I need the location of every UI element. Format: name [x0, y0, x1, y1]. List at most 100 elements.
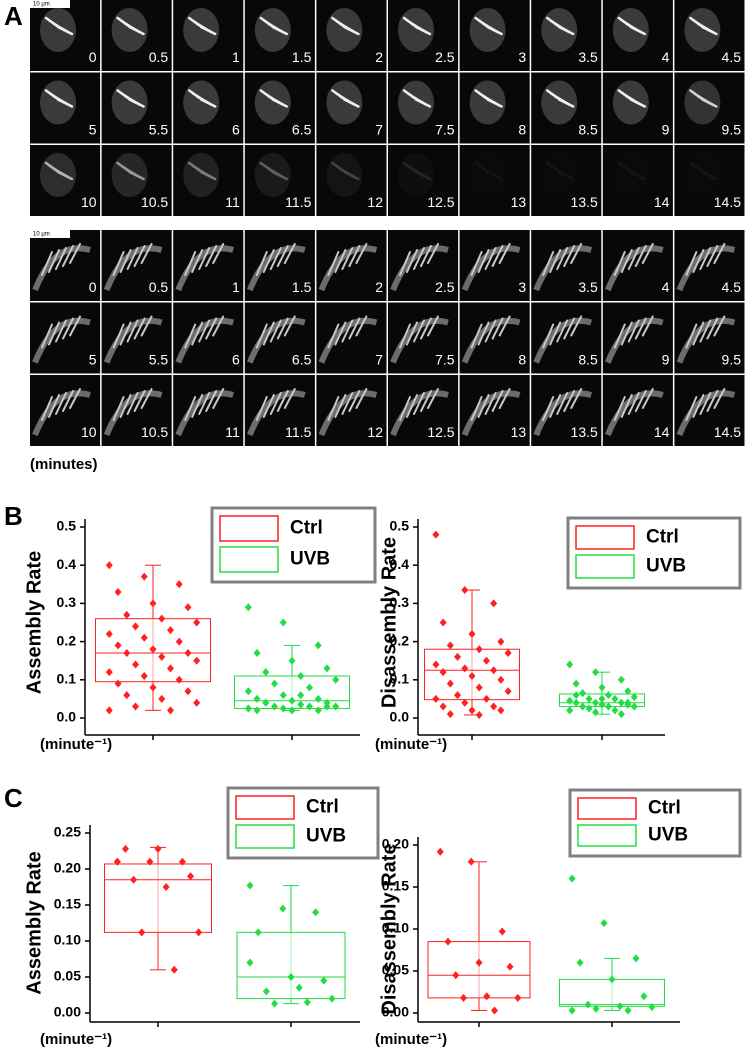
cell-edge [461, 245, 521, 292]
data-point [604, 691, 612, 700]
data-point [253, 694, 261, 703]
adhesion [126, 319, 139, 343]
data-point [244, 704, 252, 713]
cell-body [326, 8, 363, 52]
cell-edge [676, 245, 736, 292]
adhesion [701, 170, 718, 181]
data-point [149, 599, 157, 608]
adhesion [556, 319, 569, 343]
adhesion [212, 388, 225, 409]
adhesion [335, 164, 352, 177]
cell-image [605, 243, 664, 292]
adhesion [406, 164, 424, 177]
adhesion [713, 388, 726, 409]
adhesion [491, 317, 504, 340]
cell-body [40, 153, 76, 197]
y-axis-label: Disassembly Rate [378, 843, 400, 1014]
cell-edge [318, 245, 378, 292]
data-point [253, 649, 261, 658]
adhesion [269, 319, 282, 343]
data-point [461, 698, 469, 707]
image-tile [30, 302, 101, 374]
time-label: 2.5 [435, 49, 455, 65]
data-point [630, 692, 638, 701]
cell-edge [676, 317, 736, 364]
data-point [279, 704, 287, 713]
cell-image [469, 8, 506, 52]
cell-image [612, 80, 649, 125]
adhesion [69, 388, 81, 409]
y-tick-label: 0.0 [57, 709, 77, 725]
data-point [130, 875, 138, 884]
time-label: 7.5 [435, 122, 455, 138]
data-point [504, 649, 512, 658]
adhesion [692, 394, 705, 418]
adhesion [355, 388, 368, 409]
data-point [121, 844, 129, 853]
cell-edge [390, 317, 449, 364]
cell-image [40, 153, 76, 197]
time-label: 10.5 [141, 194, 168, 210]
cell-edge [318, 317, 378, 364]
y-tick-label: 0.20 [382, 836, 409, 852]
data-point [105, 706, 113, 715]
adhesion [427, 388, 439, 409]
adhesion [699, 247, 712, 270]
adhesion [283, 243, 296, 264]
data-point [312, 908, 320, 917]
adhesion [255, 396, 268, 421]
time-label: 11 [225, 424, 240, 440]
adhesion [427, 315, 439, 337]
adhesion [629, 98, 647, 108]
legend [568, 788, 742, 858]
data-point [630, 702, 638, 711]
y-tick-label: 0.15 [54, 896, 81, 912]
data-point [193, 656, 201, 665]
adhesion [56, 170, 74, 181]
adhesion [276, 245, 289, 267]
adhesion [41, 251, 53, 276]
x-axis-label: (minute⁻¹) [375, 736, 447, 753]
adhesion [112, 251, 125, 276]
data-point [604, 702, 612, 711]
data-point [158, 694, 166, 703]
adhesion [413, 319, 425, 343]
cell-image [398, 80, 434, 125]
data-point [598, 694, 606, 703]
legend-swatch [235, 824, 295, 849]
time-label: 4.5 [722, 49, 742, 65]
time-label: 13.5 [571, 194, 598, 210]
time-label: 10 [81, 194, 97, 210]
adhesion [621, 164, 639, 177]
data-point [572, 691, 580, 700]
y-axis-label: Assembly Rate [23, 551, 45, 694]
box [427, 941, 531, 999]
adhesion [343, 98, 360, 108]
adhesion [477, 321, 490, 346]
cell-image [326, 153, 363, 197]
adhesion [48, 394, 60, 418]
adhesion [205, 245, 218, 267]
time-label: 8.5 [578, 122, 598, 138]
y-axis-label: Assembly Rate [23, 851, 45, 994]
cell-image [676, 388, 736, 437]
y-tick-label: 0.2 [57, 632, 77, 648]
adhesion [56, 98, 74, 108]
cell-image [318, 243, 378, 292]
data-point [475, 645, 483, 654]
data-point [648, 1003, 656, 1012]
adhesion [620, 249, 633, 273]
adhesion [484, 319, 497, 343]
adhesion [276, 390, 289, 412]
adhesion [629, 170, 647, 181]
data-point [105, 668, 113, 677]
adhesion [486, 25, 503, 36]
time-label: 2 [375, 49, 383, 65]
adhesion [491, 245, 504, 267]
adhesion [420, 245, 432, 267]
cell-edge [390, 390, 449, 437]
data-point [632, 954, 640, 963]
cell-body [684, 80, 721, 125]
data-point [132, 622, 140, 631]
cell-body [684, 8, 721, 52]
